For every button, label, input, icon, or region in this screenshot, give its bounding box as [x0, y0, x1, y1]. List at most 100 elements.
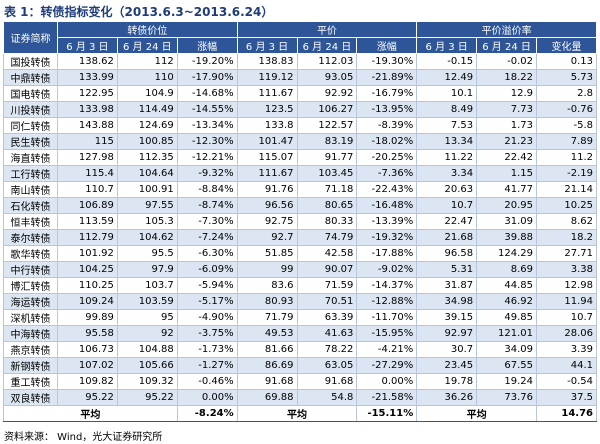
cell: 106.89	[57, 197, 118, 214]
cell: 51.85	[236, 245, 298, 262]
cell: 97.9	[116, 261, 178, 278]
header-cell: 平价溢价率	[416, 21, 597, 38]
cell: 107.02	[57, 357, 118, 374]
name-cell: 民生转债	[3, 133, 58, 150]
header-cell: 6 月 3 日	[416, 37, 478, 54]
cell: -14.37%	[356, 277, 418, 294]
cell: 28.06	[536, 325, 597, 342]
cell: -20.25%	[356, 149, 418, 166]
cell: -19.30%	[356, 53, 418, 70]
cell: -16.79%	[356, 85, 418, 102]
cell: -5.17%	[176, 293, 238, 310]
cell: 106.27	[296, 101, 358, 118]
cell: 103.7	[116, 277, 178, 294]
cell: 10.1	[416, 85, 478, 102]
cell: -12.30%	[176, 133, 238, 150]
name-cell: 中海转债	[3, 325, 58, 342]
cell: 92.7	[236, 229, 298, 246]
cell: 110.7	[57, 181, 118, 198]
cell: 18.22	[476, 69, 537, 86]
header-cell: 变化量	[536, 37, 597, 54]
table-row: 博汇转债 110.25 103.7 -5.94% 83.6 71.59 -14.37% 31.…	[3, 277, 597, 294]
cell: 95.22	[57, 389, 118, 406]
title: 表 1：转债指标变化（2013.6.3~2013.6.24）	[4, 5, 274, 19]
cell: 13.34	[416, 133, 478, 150]
cell: 69.88	[236, 389, 298, 406]
cell: 1.73	[476, 117, 537, 134]
cell: 109.82	[57, 373, 118, 390]
cell: 119.12	[236, 69, 298, 86]
cell: -0.76	[536, 101, 597, 118]
cell: 83.6	[236, 277, 298, 294]
cell: -0.02	[476, 53, 537, 70]
cell: 7.73	[476, 101, 537, 118]
cell: 31.87	[416, 277, 478, 294]
cell: 133.99	[57, 69, 118, 86]
cell: 42.58	[296, 245, 358, 262]
cell: 103.45	[296, 165, 358, 182]
header-cell: 转债价位	[57, 21, 238, 38]
cell: -13.39%	[356, 213, 418, 230]
cell: 124.29	[476, 245, 537, 262]
cell: -8.39%	[356, 117, 418, 134]
cell: -7.30%	[176, 213, 238, 230]
table-row: 新钢转债 107.02 105.66 -1.27% 86.69 63.05 -27.29% 2…	[3, 357, 597, 374]
average-value: -8.24%	[176, 405, 238, 422]
cell: 91.77	[296, 149, 358, 166]
average-label: 平均	[3, 405, 178, 422]
name-cell: 海直转债	[3, 149, 58, 166]
cell: 83.19	[296, 133, 358, 150]
cell: 96.56	[236, 197, 298, 214]
cell: 54.8	[296, 389, 358, 406]
table-row: 中行转债 104.25 97.9 -6.09% 99 90.07 -9.02% 5.31 8.6…	[3, 261, 597, 278]
table-row: 中鼎转债 133.99 110 -17.90% 119.12 93.05 -21.89% 12…	[3, 69, 597, 86]
cell: 5.73	[536, 69, 597, 86]
cell: 115.07	[236, 149, 298, 166]
cell: 3.34	[416, 165, 478, 182]
cell: 70.51	[296, 293, 358, 310]
cell: 92.92	[296, 85, 358, 102]
cell: 109.32	[116, 373, 178, 390]
cell: 92.75	[236, 213, 298, 230]
table-row: 民生转债 115 100.85 -12.30% 101.47 83.19 -18.02% 13…	[3, 133, 597, 150]
cell: -5.8	[536, 117, 597, 134]
table-row: 歌华转债 101.92 95.5 -6.30% 51.85 42.58 -17.88% 96.…	[3, 245, 597, 262]
cell: -6.09%	[176, 261, 238, 278]
cell: 99.89	[57, 309, 118, 326]
cell: -7.36%	[356, 165, 418, 182]
cell: 127.98	[57, 149, 118, 166]
cell: -1.27%	[176, 357, 238, 374]
name-cell: 燕京转债	[3, 341, 58, 358]
cell: 71.18	[296, 181, 358, 198]
cell: 41.63	[296, 325, 358, 342]
table-row: 工行转债 115.4 104.64 -9.32% 111.67 103.45 -7.36% 3…	[3, 165, 597, 182]
cell: 112.03	[296, 53, 358, 70]
cell: 121.01	[476, 325, 537, 342]
cell: 123.5	[236, 101, 298, 118]
header-cell: 涨幅	[176, 37, 238, 54]
table-row: 燕京转债 106.73 104.88 -1.73% 81.66 78.22 -4.21% 30…	[3, 341, 597, 358]
cell: 93.05	[296, 69, 358, 86]
cell: 104.25	[57, 261, 118, 278]
cell: -6.30%	[176, 245, 238, 262]
cell: 41.77	[476, 181, 537, 198]
source-note: 资料来源： Wind，光大证券研究所	[4, 432, 163, 443]
cell: 11.94	[536, 293, 597, 310]
cell: -12.88%	[356, 293, 418, 310]
cell: 100.85	[116, 133, 178, 150]
cell: -14.68%	[176, 85, 238, 102]
header-cell: 证券简称	[3, 21, 58, 54]
name-cell: 重工转债	[3, 373, 58, 390]
cell: 74.79	[296, 229, 358, 246]
cell: 95.22	[116, 389, 178, 406]
cell: 81.66	[236, 341, 298, 358]
cell: 110	[116, 69, 178, 86]
cell: 44.1	[536, 357, 597, 374]
cell: 115.4	[57, 165, 118, 182]
cell: -9.02%	[356, 261, 418, 278]
name-cell: 国电转债	[3, 85, 58, 102]
cell: 39.15	[416, 309, 478, 326]
table-row: 川投转债 133.98 114.49 -14.55% 123.5 106.27 -13.95…	[3, 101, 597, 118]
cell: 8.69	[476, 261, 537, 278]
